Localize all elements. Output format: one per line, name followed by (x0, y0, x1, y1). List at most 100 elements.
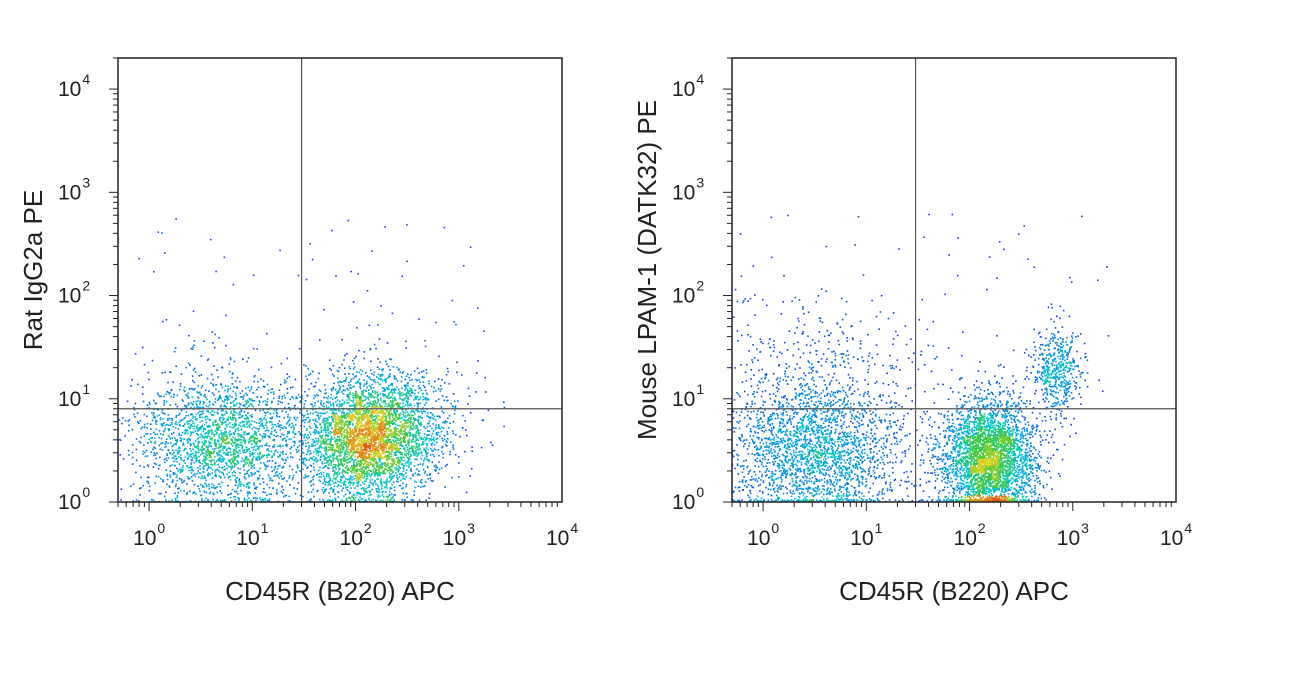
event-dot (223, 433, 225, 436)
event-dot (410, 421, 413, 423)
event-dot (242, 358, 244, 360)
event-dot (165, 441, 168, 444)
event-dot (211, 423, 214, 425)
event-dot (244, 451, 247, 454)
event-dot (414, 486, 416, 489)
event-dot (188, 334, 190, 337)
event-dot (375, 462, 377, 465)
event-dot (329, 443, 331, 445)
event-dot (380, 472, 383, 474)
event-dot (249, 453, 251, 455)
event-dot (373, 419, 375, 421)
event-dot (288, 419, 291, 421)
event-dot (231, 457, 234, 460)
event-dot (204, 500, 206, 502)
event-dot (254, 492, 256, 494)
event-dot (209, 419, 211, 421)
event-dot (366, 445, 369, 447)
event-dot (164, 424, 167, 427)
event-dot (239, 413, 241, 416)
event-dot (327, 434, 329, 436)
event-dot (425, 499, 427, 501)
event-dot (313, 495, 315, 498)
event-dot (381, 487, 383, 490)
event-dot (319, 390, 322, 393)
event-dot (394, 429, 396, 432)
event-dot (226, 464, 228, 466)
event-dot (348, 417, 351, 420)
event-dot (250, 467, 253, 469)
event-dot (360, 438, 362, 441)
event-dot (363, 475, 366, 478)
event-dot (192, 431, 195, 434)
event-dot (195, 427, 198, 430)
event-dot (304, 419, 306, 421)
event-dot (376, 410, 378, 412)
event-dot (294, 440, 296, 443)
event-dot (188, 469, 190, 472)
event-dot (146, 455, 149, 457)
event-dot (155, 421, 157, 424)
event-dot (258, 400, 261, 402)
event-dot (197, 406, 200, 408)
event-dot (354, 466, 356, 468)
event-dot (366, 436, 369, 439)
event-dot (208, 390, 210, 392)
event-dot (307, 451, 309, 453)
event-dot (188, 388, 191, 390)
event-dot (198, 391, 201, 394)
event-dot (186, 452, 189, 454)
event-dot (292, 474, 295, 477)
event-dot (233, 464, 236, 466)
event-dot (423, 472, 426, 475)
event-dot (325, 459, 328, 462)
event-dot (298, 444, 301, 447)
event-dot (244, 461, 247, 464)
event-dot (400, 479, 402, 482)
event-dot (328, 423, 330, 425)
event-dot (189, 442, 192, 445)
event-dot (441, 410, 443, 413)
event-dot (349, 449, 352, 451)
event-dot (266, 411, 269, 413)
event-dot (360, 402, 362, 405)
event-dot (376, 475, 379, 477)
event-dot (428, 430, 431, 432)
event-dot (218, 433, 221, 436)
event-dot (224, 442, 226, 444)
event-dot (353, 481, 355, 484)
event-dot (131, 456, 134, 459)
event-dot (252, 405, 255, 408)
event-dot (251, 461, 253, 463)
event-dot (338, 426, 340, 428)
event-dot (205, 483, 208, 486)
event-dot (368, 498, 371, 501)
event-dot (176, 460, 179, 463)
event-dot (242, 398, 245, 400)
event-dot (363, 448, 366, 451)
event-dot (264, 433, 267, 436)
event-dot (332, 446, 334, 449)
event-dot (355, 382, 357, 384)
event-dot (353, 403, 356, 406)
event-dot (339, 445, 342, 447)
event-dot (371, 409, 374, 412)
event-dot (235, 481, 237, 484)
event-dot (366, 418, 369, 421)
event-dot (248, 398, 251, 400)
event-dot (203, 427, 205, 429)
event-dot (333, 437, 336, 439)
event-dot (249, 461, 251, 463)
event-dot (329, 409, 332, 411)
event-dot (389, 452, 391, 454)
event-dot (344, 493, 347, 496)
event-dot (171, 433, 173, 435)
event-dot (143, 466, 145, 468)
event-dot (327, 443, 329, 445)
event-dot (143, 444, 145, 446)
event-dot (225, 461, 227, 464)
event-dot (153, 431, 155, 434)
event-dot (326, 411, 328, 413)
event-dot (371, 435, 374, 438)
event-dot (211, 486, 213, 489)
